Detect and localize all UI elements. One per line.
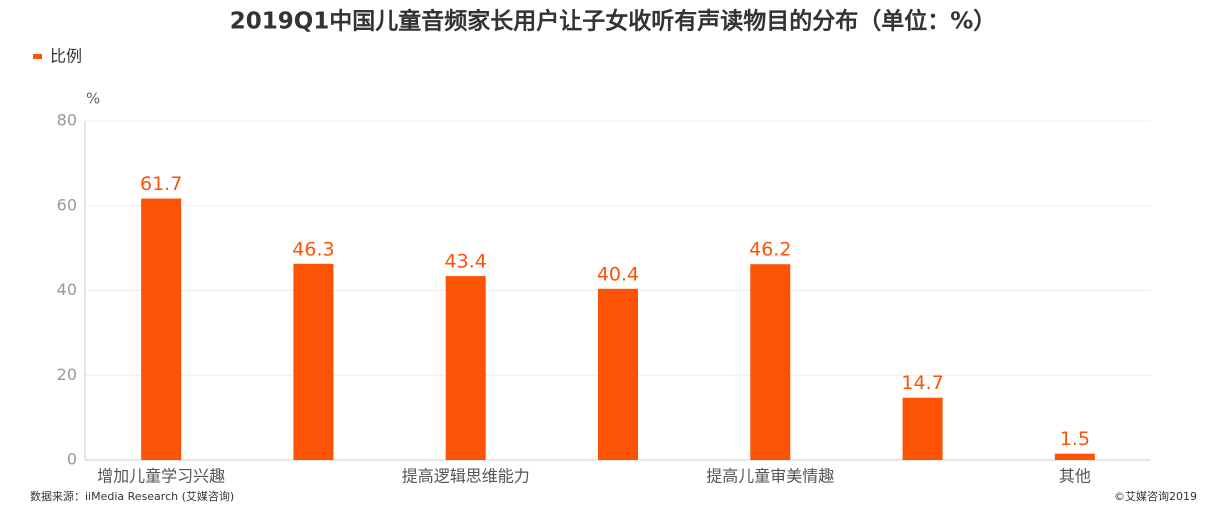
x-tick-label: 其他: [1059, 467, 1091, 486]
bar: [902, 397, 943, 460]
bar: [750, 264, 791, 460]
bar: [598, 288, 638, 460]
source: 数据来源：iiMedia Research (艾媒咨询): [30, 489, 234, 503]
y-tick-label: 60: [57, 195, 77, 214]
data-label: 46.2: [749, 239, 791, 261]
bar: [445, 276, 486, 460]
copyright: ©艾媒咨询2019: [1114, 489, 1197, 503]
data-label: 43.4: [445, 251, 487, 273]
data-label: 14.7: [901, 372, 943, 394]
x-tick-label: 提高逻辑思维能力: [402, 467, 530, 486]
x-tick-label: 增加儿童学习兴趣: [97, 467, 225, 486]
bar: [141, 198, 182, 460]
data-label: 61.7: [140, 173, 182, 195]
legend-swatch: [33, 54, 42, 59]
y-tick-label: 40: [57, 280, 77, 299]
x-tick-label: 提高儿童审美情趣: [706, 467, 834, 486]
legend-label: 比例: [50, 47, 82, 66]
chart-title: 2019Q1中国儿童音频家长用户让子女收听有声读物目的分布（单位：%）: [230, 8, 997, 35]
data-label: 1.5: [1060, 428, 1090, 450]
y-tick-label: 0: [67, 450, 77, 469]
y-tick-label: 80: [57, 111, 77, 130]
data-label: 46.3: [292, 238, 334, 260]
y-axis-unit: %: [86, 90, 100, 108]
y-tick-label: 20: [57, 365, 77, 384]
data-label: 40.4: [597, 263, 639, 285]
bar: [293, 263, 334, 460]
bar: [1054, 453, 1095, 460]
